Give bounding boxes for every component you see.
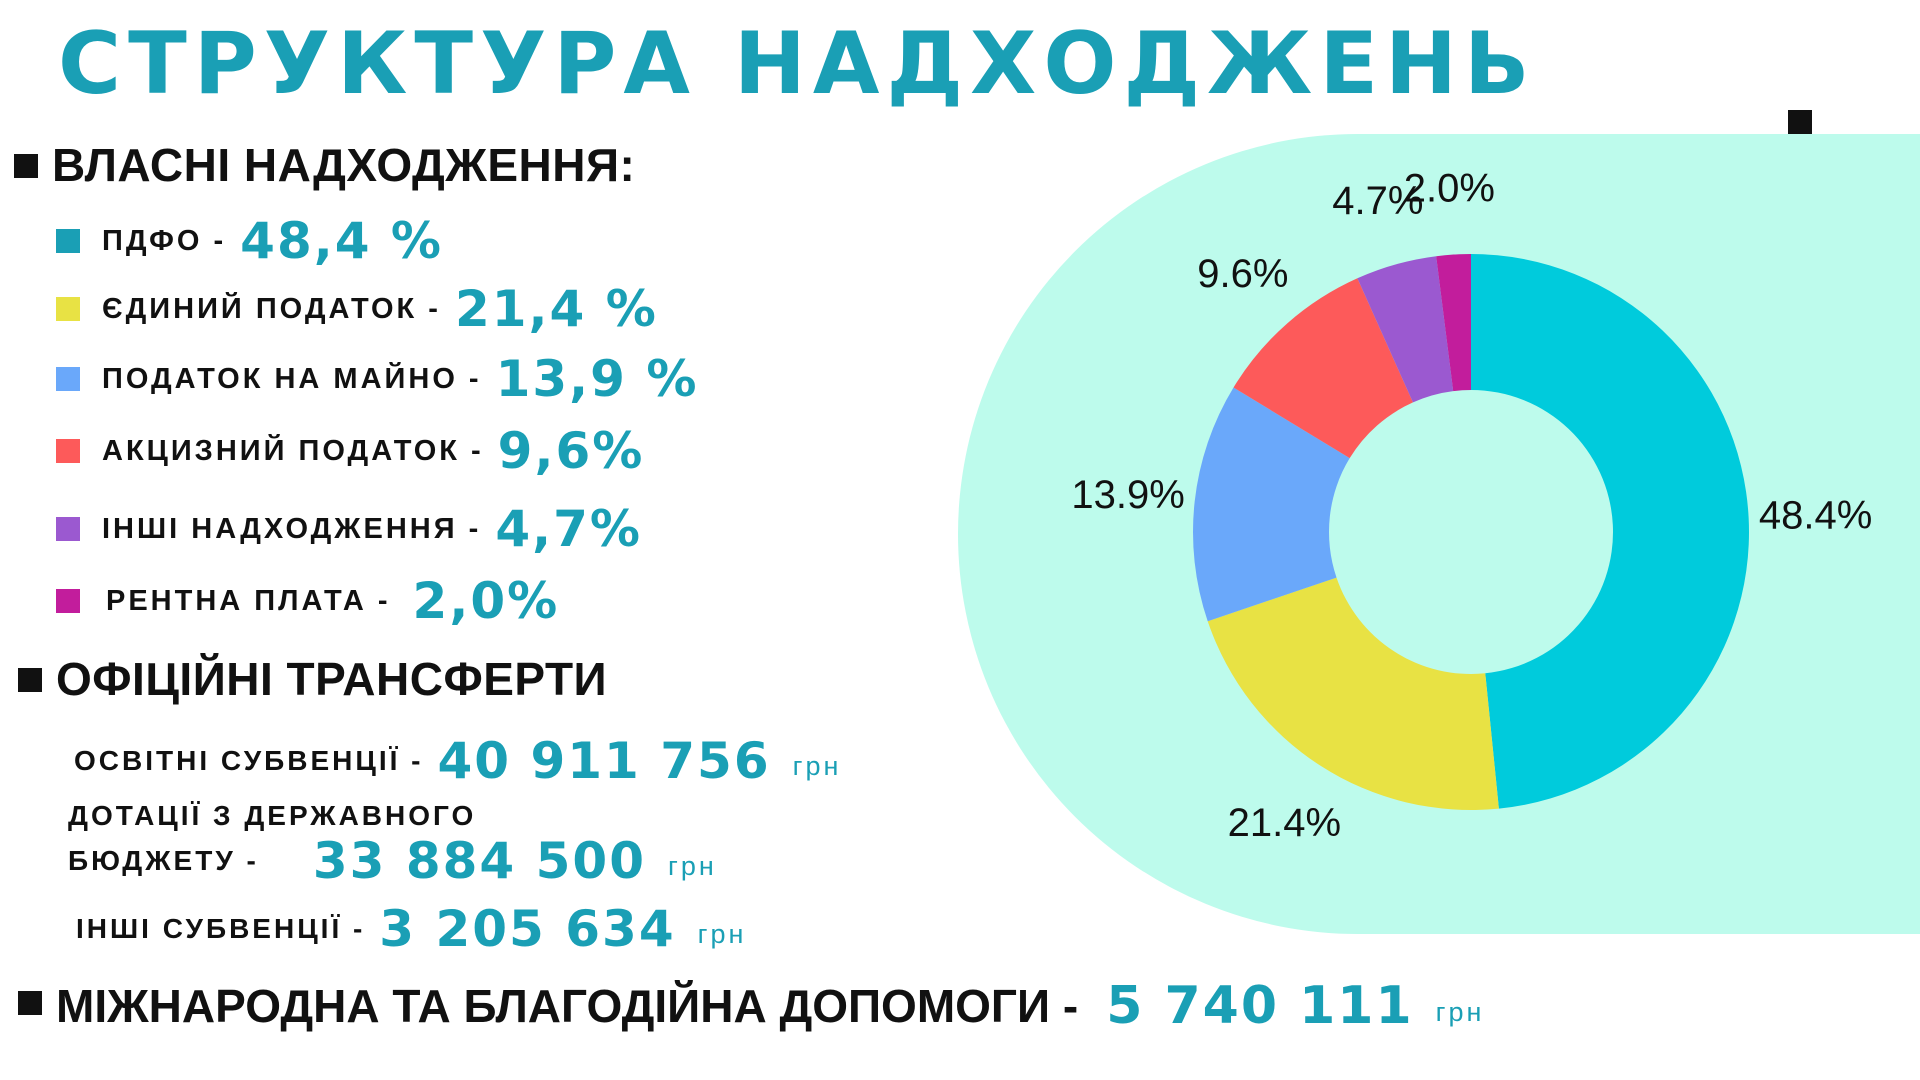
- legend-swatch: [56, 367, 80, 391]
- revenue-item-property-tax: ПОДАТОК НА МАЙНО - 13,9 %: [56, 350, 698, 408]
- slice-label: 9.6%: [1197, 252, 1288, 296]
- international-label: МІЖНАРОДНА ТА БЛАГОДІЙНА ДОПОМОГИ -: [56, 980, 1079, 1032]
- slice-label: 13.9%: [1071, 473, 1184, 517]
- legend-swatch: [56, 297, 80, 321]
- transfers-heading: ОФІЦІЙНІ ТРАНСФЕРТИ: [18, 652, 607, 706]
- transfer-label: ІНШІ СУБВЕНЦІЇ -: [76, 913, 366, 944]
- revenue-item-rent: РЕНТНА ПЛАТА - 2,0%: [56, 572, 559, 630]
- revenue-item-label: РЕНТНА ПЛАТА -: [106, 584, 391, 617]
- legend-swatch: [56, 517, 80, 541]
- revenue-item-label: ПДФО -: [102, 224, 227, 257]
- transfer-value: 40 911 756: [437, 732, 771, 790]
- transfer-value: 33 884 500: [312, 832, 646, 890]
- revenue-item-other: ІНШІ НАДХОДЖЕННЯ - 4,7%: [56, 500, 642, 558]
- donut-slice: [1233, 278, 1413, 459]
- transfer-unit: грн: [792, 751, 842, 781]
- donut-slice: [1207, 577, 1499, 810]
- decorative-square: [1788, 110, 1812, 134]
- revenue-item-value: 21,4 %: [454, 280, 658, 338]
- revenue-item-value: 48,4 %: [240, 212, 444, 270]
- donut-slice: [1357, 256, 1454, 403]
- international-unit: грн: [1435, 997, 1485, 1027]
- revenue-item-pdfo: ПДФО - 48,4 %: [56, 212, 443, 270]
- transfer-other: ІНШІ СУБВЕНЦІЇ - 3 205 634 грн: [76, 900, 746, 958]
- legend-swatch: [56, 439, 80, 463]
- transfer-unit: грн: [697, 919, 747, 949]
- revenue-item-label: ЄДИНИЙ ПОДАТОК -: [102, 292, 441, 325]
- revenue-item-single-tax: ЄДИНИЙ ПОДАТОК - 21,4 %: [56, 280, 658, 338]
- transfer-dotations: БЮДЖЕТУ - 33 884 500 грн: [68, 832, 717, 890]
- transfer-label: ДОТАЦІЇ З ДЕРЖАВНОГО: [68, 800, 477, 831]
- transfer-label: ОСВІТНІ СУБВЕНЦІЇ -: [74, 745, 424, 776]
- international-aid: МІЖНАРОДНА ТА БЛАГОДІЙНА ДОПОМОГИ - 5 74…: [18, 976, 1484, 1036]
- revenue-item-label: ПОДАТОК НА МАЙНО -: [102, 362, 482, 395]
- square-bullet-icon: [18, 991, 42, 1015]
- donut-slice: [1436, 254, 1471, 392]
- slice-label: 4.7%: [1332, 179, 1423, 223]
- donut-slice: [1471, 254, 1749, 809]
- revenue-item-label: АКЦИЗНИЙ ПОДАТОК -: [102, 434, 484, 467]
- slice-label: 21.4%: [1228, 801, 1341, 845]
- square-bullet-icon: [14, 153, 38, 178]
- transfer-value: 3 205 634: [379, 900, 676, 958]
- international-value: 5 740 111: [1106, 976, 1414, 1036]
- transfer-unit: грн: [668, 851, 717, 881]
- revenue-item-value: 4,7%: [495, 500, 642, 558]
- donut-slice: [1193, 387, 1350, 622]
- transfer-label: БЮДЖЕТУ -: [68, 845, 259, 876]
- slice-label: 48.4%: [1759, 494, 1872, 538]
- revenue-item-value: 2,0%: [412, 572, 560, 630]
- revenue-item-value: 13,9 %: [495, 350, 699, 408]
- legend-swatch: [56, 229, 80, 253]
- own-revenues-heading: ВЛАСНІ НАДХОДЖЕННЯ:: [14, 138, 635, 192]
- slice-label: 2.0%: [1404, 167, 1495, 211]
- revenue-item-label: ІНШІ НАДХОДЖЕННЯ -: [102, 512, 482, 545]
- square-bullet-icon: [18, 667, 42, 692]
- page-title: СТРУКТУРА НАДХОДЖЕНЬ: [58, 14, 1537, 114]
- revenue-item-excise: АКЦИЗНИЙ ПОДАТОК - 9,6%: [56, 422, 644, 480]
- legend-swatch: [56, 589, 80, 613]
- revenue-item-value: 9,6%: [497, 422, 645, 480]
- transfer-education: ОСВІТНІ СУБВЕНЦІЇ - 40 911 756 грн: [74, 732, 841, 790]
